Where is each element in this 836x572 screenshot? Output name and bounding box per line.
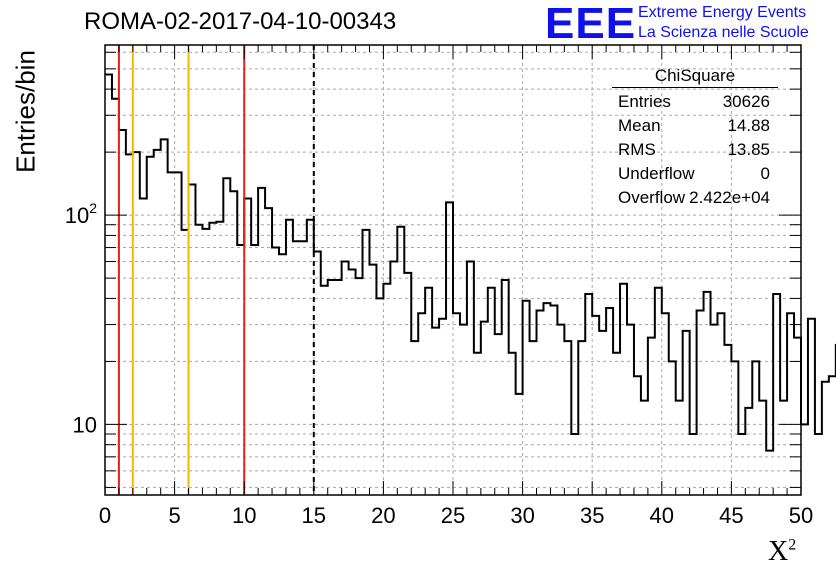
reference-lines xyxy=(117,45,315,495)
y-tick-label: 102 xyxy=(65,200,97,228)
tick-labels: 0 5 10 15 20 25 30 35 40 45 50 10 102 xyxy=(65,200,814,528)
x-tick-label: 0 xyxy=(99,503,111,528)
x-axis-label-superscript: 2 xyxy=(788,536,797,554)
x-tick-label: 15 xyxy=(302,503,326,528)
logo-line-1: Extreme Energy Events xyxy=(638,4,807,21)
y-tick-label: 10 xyxy=(73,412,97,437)
x-tick-label: 5 xyxy=(168,503,180,528)
stats-title: ChiSquare xyxy=(612,66,778,88)
stats-value: 30626 xyxy=(722,92,770,111)
x-tick-label: 10 xyxy=(232,503,256,528)
x-tick-label: 45 xyxy=(719,503,743,528)
x-tick-label: 25 xyxy=(441,503,465,528)
stats-row: RMS 13.85 xyxy=(612,138,778,162)
stats-row: Mean 14.88 xyxy=(612,114,778,138)
stats-row: Overflow 2.422e+04 xyxy=(612,186,778,210)
stats-label: Mean xyxy=(618,116,661,135)
x-tick-label: 30 xyxy=(510,503,534,528)
x-tick-label: 20 xyxy=(371,503,395,528)
x-tick-label: 50 xyxy=(789,503,813,528)
y-axis-label: Entries/bin xyxy=(10,50,41,173)
stats-box: ChiSquare Entries 30626 Mean 14.88 RMS 13.8… xyxy=(612,66,778,210)
histogram-series xyxy=(105,73,836,452)
stats-label: RMS xyxy=(618,140,656,159)
histogram-outline xyxy=(105,73,836,452)
x-axis-label: X2 xyxy=(768,536,796,568)
stats-value: 13.85 xyxy=(727,140,770,159)
stats-value: 2.422e+04 xyxy=(689,188,770,207)
logo-caption: Extreme Energy Events La Scienza nelle S… xyxy=(638,3,809,43)
x-axis-label-base: X xyxy=(768,536,789,567)
chart-title: ROMA-02-2017-04-10-00343 xyxy=(84,8,397,35)
stats-label: Entries xyxy=(618,92,671,111)
stats-value: 14.88 xyxy=(727,116,770,135)
logo-line-2: La Scienza nelle Scuole xyxy=(638,24,809,41)
eee-logo: EEE xyxy=(545,0,637,48)
stats-row: Entries 30626 xyxy=(612,90,778,114)
stats-row: Underflow 0 xyxy=(612,162,778,186)
stats-label: Underflow xyxy=(618,164,695,183)
stats-value: 0 xyxy=(760,164,770,183)
axis-ticks xyxy=(104,45,802,495)
stats-label: Overflow xyxy=(618,188,686,207)
x-tick-label: 40 xyxy=(650,503,674,528)
y-tick-label-exponent: 2 xyxy=(89,200,97,216)
x-tick-label: 35 xyxy=(580,503,604,528)
